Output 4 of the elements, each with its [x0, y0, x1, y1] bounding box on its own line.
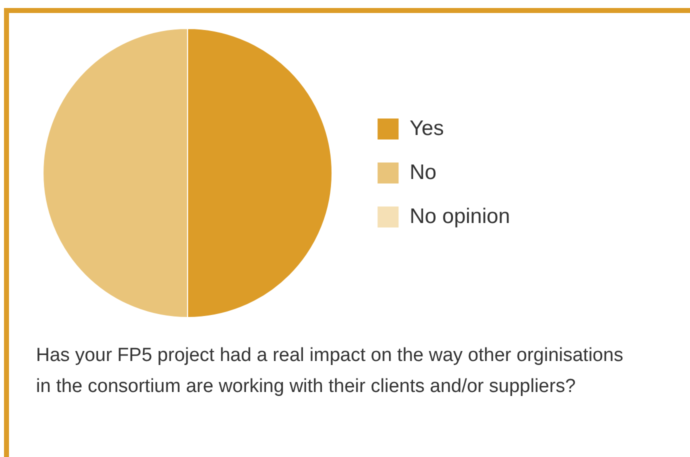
- legend-label: Yes: [410, 116, 444, 140]
- legend-label: No opinion: [410, 204, 510, 228]
- text: Has your FP5 project had a real impact on the way other orginisations in the consortium are working with their clients and/or suppliers?: [36, 344, 624, 399]
- legend-label: No: [410, 160, 436, 184]
